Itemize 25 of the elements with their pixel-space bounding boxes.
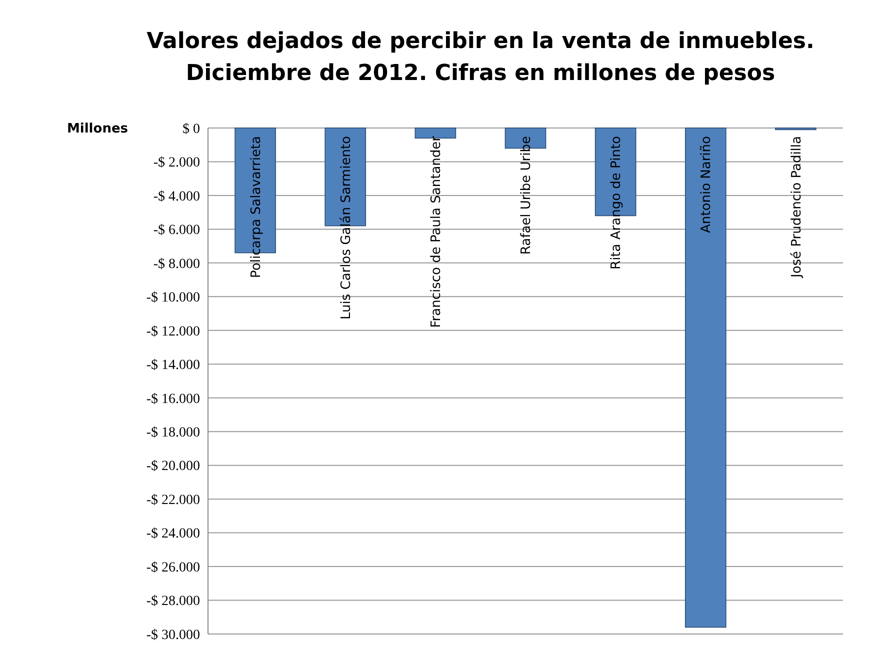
y-tick-label: -$ 4.000 [153, 189, 200, 204]
y-tick-label: $ 0 [182, 122, 200, 137]
y-tick-label: -$ 30.000 [146, 628, 200, 643]
x-tick-label: José Prudencio Padilla [789, 136, 804, 278]
x-tick-label: Luis Carlos Galán Sarmiento [338, 136, 354, 320]
y-tick-label: -$ 28.000 [146, 594, 200, 610]
chart-title: Valores dejados de percibir en la venta de inmuebles. Diciembre de 2012. Cifras en millones de pesos [146, 29, 814, 86]
x-tick-label: Antonio Nariño [699, 136, 714, 233]
y-tick-label: -$ 6.000 [153, 223, 200, 238]
y-tick-label: -$ 24.000 [146, 526, 200, 542]
y-tick-label: -$ 14.000 [146, 358, 200, 374]
x-tick-label: Policarpa Salavarrieta [248, 136, 264, 278]
y-tick-label: -$ 16.000 [146, 392, 200, 407]
y-tick-label: -$ 2.000 [153, 156, 200, 171]
x-tick-label: Rafael Uribe Uribe [519, 136, 534, 255]
y-tick-label: -$ 8.000 [153, 256, 200, 272]
y-tick-label: -$ 10.000 [146, 290, 200, 306]
x-tick-label: Rita Arango de Pinto [609, 136, 624, 270]
y-axis-title: Millones [66, 122, 128, 137]
y-tick-label: -$ 26.000 [146, 560, 200, 576]
y-tick-label: -$ 22.000 [146, 492, 200, 508]
y-tick-label: -$ 12.000 [146, 324, 200, 340]
y-tick-label: -$ 18.000 [146, 426, 200, 440]
x-tick-label: Francisco de Paula Santander [428, 135, 444, 328]
y-tick-label: -$ 20.000 [146, 459, 200, 474]
